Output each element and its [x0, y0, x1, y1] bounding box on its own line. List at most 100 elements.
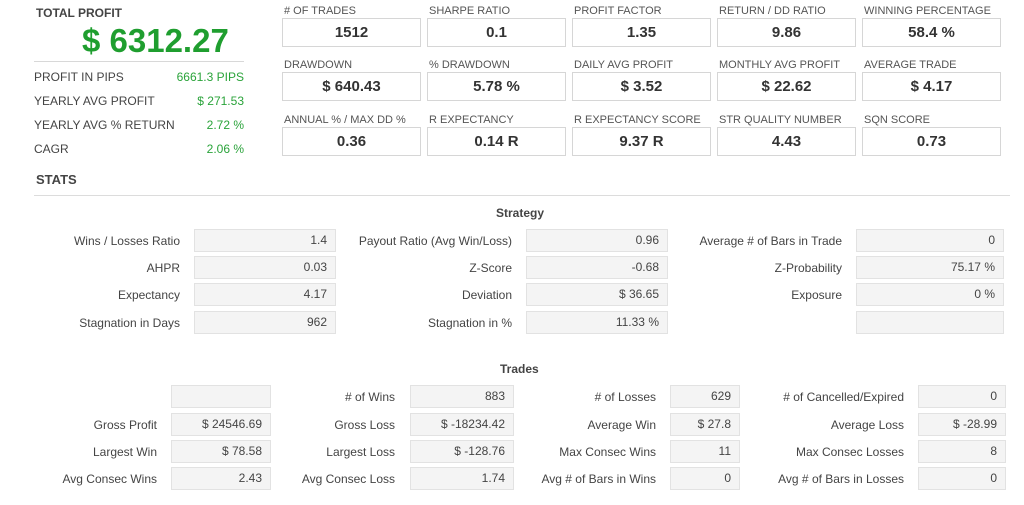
summary-divider	[34, 61, 244, 62]
trades-title: Trades	[500, 362, 539, 376]
metric-label: ANNUAL % / MAX DD %	[284, 114, 406, 126]
summary-row-value: 6661.3 PIPS	[176, 70, 244, 84]
trades-value: $ 27.8	[670, 413, 740, 436]
metric-label: DRAWDOWN	[284, 59, 353, 71]
strategy-value: 0.03	[194, 256, 336, 279]
summary-row-value: 2.72 %	[206, 118, 244, 132]
total-profit-label: TOTAL PROFIT	[36, 6, 122, 20]
trades-label: # of Cancelled/Expired	[783, 390, 904, 404]
stats-divider	[34, 195, 1010, 196]
metric-value: 0.1	[427, 18, 566, 47]
metric-label: MONTHLY AVG PROFIT	[719, 59, 841, 71]
strategy-label: Wins / Losses Ratio	[73, 234, 180, 248]
strategy-title: Strategy	[496, 206, 545, 220]
metric-label: PROFIT FACTOR	[574, 5, 662, 17]
trades-value: 0	[670, 467, 740, 490]
strategy-value: 962	[194, 311, 336, 334]
trades-label: # of Wins	[344, 390, 395, 404]
trades-label: Avg Consec Loss	[301, 472, 395, 486]
strategy-value: 0.96	[526, 229, 668, 252]
metric-value: 9.86	[717, 18, 856, 47]
strategy-value: 11.33 %	[526, 311, 668, 334]
trades-value: 2.43	[171, 467, 271, 490]
strategy-value: 1.4	[194, 229, 336, 252]
trades-label: Max Consec Losses	[795, 445, 904, 459]
trades-value: $ -128.76	[410, 440, 514, 463]
trades-label: Avg Consec Wins	[62, 472, 157, 486]
metric-value: 9.37 R	[572, 127, 711, 156]
strategy-label: Z-Probability	[774, 261, 842, 275]
trades-label: # of Losses	[594, 390, 656, 404]
trades-value: $ 24546.69	[171, 413, 271, 436]
trades-value: 1.74	[410, 467, 514, 490]
metric-value: $ 4.17	[862, 72, 1001, 101]
strategy-value	[856, 311, 1004, 334]
strategy-value: -0.68	[526, 256, 668, 279]
trades-label: Gross Profit	[93, 418, 157, 432]
trades-label: Largest Win	[92, 445, 157, 459]
metric-label: RETURN / DD RATIO	[719, 5, 826, 17]
strategy-label: Stagnation in Days	[79, 316, 180, 330]
trades-label: Avg # of Bars in Wins	[541, 472, 657, 486]
summary-row-label: CAGR	[34, 142, 69, 156]
metric-value: $ 3.52	[572, 72, 711, 101]
strategy-label: Z-Score	[469, 261, 512, 275]
summary-row-label: YEARLY AVG % RETURN	[34, 118, 175, 132]
trades-value: 629	[670, 385, 740, 408]
trades-value: 8	[918, 440, 1006, 463]
metric-label: SHARPE RATIO	[429, 5, 511, 17]
strategy-value: 4.17	[194, 283, 336, 306]
strategy-value: $ 36.65	[526, 283, 668, 306]
strategy-value: 0 %	[856, 283, 1004, 306]
trades-value: $ 78.58	[171, 440, 271, 463]
strategy-label: Exposure	[791, 288, 842, 302]
metric-label: STR QUALITY NUMBER	[719, 114, 842, 126]
metric-value: 1512	[282, 18, 421, 47]
metric-value: 5.78 %	[427, 72, 566, 101]
strategy-value: 75.17 %	[856, 256, 1004, 279]
metric-value: 58.4 %	[862, 18, 1001, 47]
metric-label: DAILY AVG PROFIT	[574, 59, 674, 71]
trades-value	[171, 385, 271, 408]
strategy-value: 0	[856, 229, 1004, 252]
summary-row-label: PROFIT IN PIPS	[34, 70, 124, 84]
trades-value: 0	[918, 385, 1006, 408]
metric-value: $ 22.62	[717, 72, 856, 101]
trades-value: $ -18234.42	[410, 413, 514, 436]
metric-label: R EXPECTANCY	[429, 114, 514, 126]
trades-label: Largest Loss	[326, 445, 395, 459]
strategy-label: Expectancy	[117, 288, 180, 302]
trades-value: 0	[918, 467, 1006, 490]
metric-value: 0.73	[862, 127, 1001, 156]
summary-row-value: 2.06 %	[206, 142, 244, 156]
total-profit-value: $ 6312.27	[82, 22, 229, 59]
metric-label: SQN SCORE	[864, 114, 931, 126]
metric-label: WINNING PERCENTAGE	[864, 5, 991, 17]
metric-label: AVERAGE TRADE	[864, 59, 957, 71]
summary-row-label: YEARLY AVG PROFIT	[34, 94, 155, 108]
trades-label: Avg # of Bars in Losses	[778, 472, 904, 486]
strategy-label: Average # of Bars in Trade	[699, 234, 842, 248]
summary-row-yearly-avg-profit: YEARLY AVG PROFIT $ 271.53	[34, 94, 244, 108]
summary-row-profit-in-pips: PROFIT IN PIPS 6661.3 PIPS	[34, 70, 244, 84]
trades-label: Gross Loss	[334, 418, 395, 432]
stats-title: STATS	[36, 172, 77, 187]
trades-label: Max Consec Wins	[559, 445, 656, 459]
strategy-label: Payout Ratio (Avg Win/Loss)	[358, 234, 512, 248]
metric-value: 0.14 R	[427, 127, 566, 156]
metric-label: R EXPECTANCY SCORE	[574, 114, 701, 126]
metric-value: $ 640.43	[282, 72, 421, 101]
strategy-label: AHPR	[146, 261, 180, 275]
summary-row-value: $ 271.53	[197, 94, 244, 108]
metric-value: 0.36	[282, 127, 421, 156]
metric-label: % DRAWDOWN	[429, 59, 510, 71]
strategy-label: Deviation	[461, 288, 512, 302]
summary-row-yearly-avg-return: YEARLY AVG % RETURN 2.72 %	[34, 118, 244, 132]
strategy-label: Stagnation in %	[427, 316, 512, 330]
trades-label: Average Win	[587, 418, 656, 432]
metric-value: 4.43	[717, 127, 856, 156]
metric-value: 1.35	[572, 18, 711, 47]
summary-row-cagr: CAGR 2.06 %	[34, 142, 244, 156]
metric-label: # OF TRADES	[284, 5, 356, 17]
trades-value: 11	[670, 440, 740, 463]
